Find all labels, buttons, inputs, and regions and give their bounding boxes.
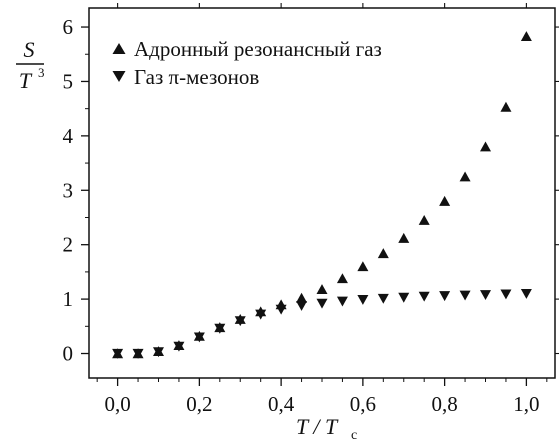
x-tick-label: 0,8 xyxy=(432,392,458,416)
x-tick-label: 0,4 xyxy=(268,392,295,416)
x-tick-label: 0,0 xyxy=(104,392,130,416)
y-axis-tick-labels: 0 1 2 3 4 5 6 xyxy=(63,15,74,365)
data-point-triangle-up xyxy=(500,101,512,112)
data-point-triangle-up xyxy=(336,273,348,284)
legend-label-hadron: Адронный резонансный газ xyxy=(134,37,382,61)
data-point-triangle-down xyxy=(520,288,532,299)
series-1 xyxy=(112,288,532,359)
y-label-denominator: T xyxy=(19,68,33,93)
legend: Адронный резонансный газ Газ π-мезонов xyxy=(112,37,382,89)
data-point-triangle-up xyxy=(520,31,532,41)
data-point-triangle-up xyxy=(439,195,451,206)
x-tick-label: 0,6 xyxy=(350,392,376,416)
y-tick-label: 5 xyxy=(63,69,74,93)
data-point-triangle-down xyxy=(193,332,205,343)
data-point-triangle-down xyxy=(275,304,287,315)
y-axis-ticks xyxy=(81,26,559,355)
x-label-subscript: c xyxy=(351,428,357,441)
data-point-triangle-down xyxy=(500,289,512,300)
data-point-triangle-down xyxy=(255,309,267,320)
y-tick-label: 6 xyxy=(63,15,74,39)
y-tick-label: 1 xyxy=(63,287,74,311)
y-tick-label: 2 xyxy=(63,233,74,257)
legend-marker-up xyxy=(112,43,126,54)
x-tick-label: 0,2 xyxy=(186,392,212,416)
data-point-triangle-up xyxy=(316,284,328,294)
data-point-triangle-down xyxy=(316,298,328,309)
data-point-triangle-down xyxy=(357,294,369,305)
data-point-triangle-up xyxy=(296,292,308,303)
y-tick-label: 3 xyxy=(63,178,74,202)
data-point-triangle-down xyxy=(296,300,308,311)
data-point-triangle-up xyxy=(480,141,492,152)
data-point-triangle-down xyxy=(132,348,144,359)
x-tick-label: 1,0 xyxy=(513,392,539,416)
y-label-exponent: 3 xyxy=(38,65,45,80)
data-point-triangle-down xyxy=(398,292,410,303)
data-point-triangle-down xyxy=(234,316,246,327)
data-point-triangle-up xyxy=(418,214,430,225)
data-point-triangle-down xyxy=(173,341,185,352)
x-axis-tick-labels: 0,0 0,2 0,4 0,6 0,8 1,0 xyxy=(104,392,539,416)
data-point-triangle-up xyxy=(377,248,389,259)
data-point-triangle-up xyxy=(398,232,410,243)
y-axis-title: S T 3 xyxy=(16,37,45,93)
x-axis-title: T / T c xyxy=(296,414,357,441)
data-point-triangle-up xyxy=(459,171,471,182)
legend-marker-down xyxy=(112,71,126,82)
data-point-triangle-down xyxy=(439,291,451,302)
data-point-triangle-down xyxy=(459,290,471,301)
data-point-triangle-down xyxy=(336,296,348,307)
data-point-triangle-up xyxy=(357,261,369,272)
data-point-triangle-down xyxy=(480,290,492,300)
data-point-triangle-down xyxy=(418,291,430,302)
data-point-triangle-down xyxy=(377,293,389,304)
legend-label-pion: Газ π-мезонов xyxy=(134,65,259,89)
y-tick-label: 0 xyxy=(63,342,74,366)
data-point-triangle-down xyxy=(214,323,226,334)
x-label-main: T / T xyxy=(296,414,339,439)
data-point-triangle-down xyxy=(112,348,124,359)
x-axis-ticks xyxy=(96,3,548,386)
y-tick-label: 4 xyxy=(63,124,74,148)
y-label-numerator: S xyxy=(24,37,35,62)
data-point-triangle-down xyxy=(152,347,164,358)
series-layer xyxy=(112,31,532,359)
